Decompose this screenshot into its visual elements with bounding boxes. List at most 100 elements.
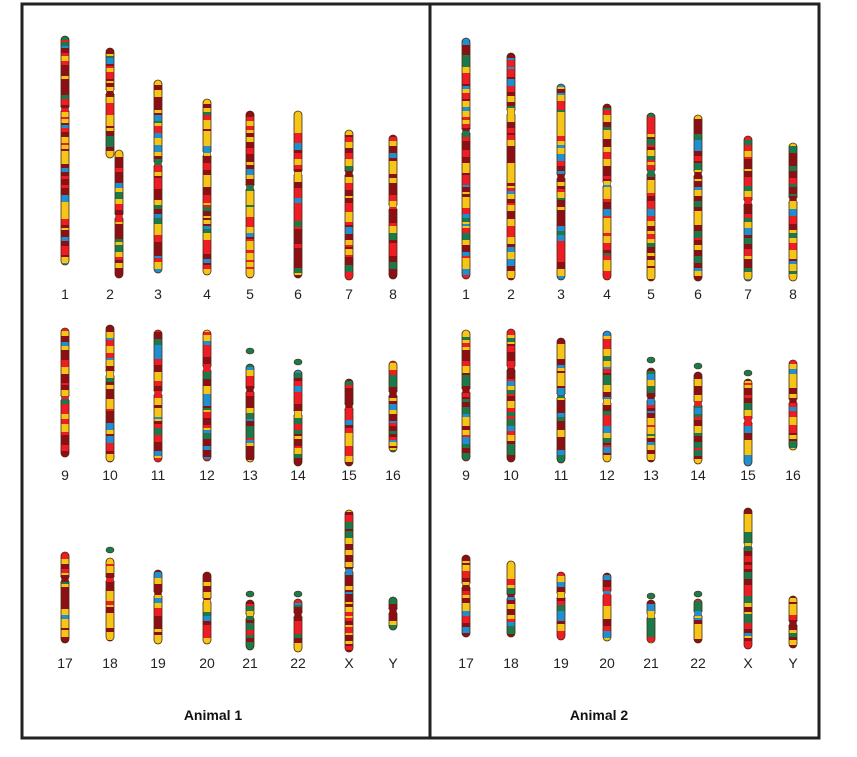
band-set <box>106 325 114 462</box>
chromosome-3 <box>153 79 163 274</box>
satellite <box>646 356 656 364</box>
centromere <box>461 387 471 394</box>
centromere <box>105 88 115 96</box>
centromere <box>293 409 303 417</box>
centromere <box>245 184 255 191</box>
centromere <box>693 170 703 177</box>
chromosome-20 <box>202 571 212 645</box>
chromosome-outline <box>646 367 656 463</box>
centromere <box>506 364 516 372</box>
centromere <box>743 199 753 206</box>
centromere <box>293 611 303 618</box>
chromosome-8 <box>788 142 798 282</box>
band-set <box>246 364 254 462</box>
centromere <box>788 397 798 405</box>
band-set <box>557 84 565 280</box>
band-set <box>744 379 752 466</box>
chromosome-13 <box>646 367 656 463</box>
chromosome-outline <box>693 371 703 465</box>
centromere <box>388 390 398 397</box>
band-set <box>603 104 611 280</box>
chromosome-label: 20 <box>199 655 215 671</box>
band-set <box>389 135 397 279</box>
chromosome-label: 14 <box>690 467 706 483</box>
centromere <box>153 389 163 397</box>
band-set <box>294 370 302 466</box>
chromosome-outline <box>506 328 516 463</box>
band-set <box>106 558 114 641</box>
chromosome-outline <box>693 114 703 282</box>
centromere <box>556 392 566 400</box>
chromosome-label: 21 <box>643 655 659 671</box>
chromosome-outline <box>245 599 255 651</box>
centromere <box>105 575 115 583</box>
chromosome-4 <box>202 98 212 276</box>
chromosome-label: 6 <box>294 286 302 302</box>
chromosome-outline <box>60 327 70 458</box>
chromosome-12 <box>202 329 212 462</box>
centromere <box>743 542 753 549</box>
chromosome-outline <box>693 598 703 644</box>
chromosome-outline <box>743 135 753 282</box>
band-set <box>154 80 162 273</box>
chromosome-Y <box>388 596 398 631</box>
chromosome-outline <box>293 598 303 653</box>
satellite <box>693 590 703 598</box>
chromosome-label: 12 <box>599 467 615 483</box>
chromosome-outline <box>60 551 70 644</box>
satellite <box>105 546 115 554</box>
chromosome-label: 15 <box>740 467 756 483</box>
chromosome-outline <box>602 572 612 642</box>
centromere <box>602 590 612 597</box>
centromere <box>602 397 612 405</box>
centromere <box>344 169 354 177</box>
centromere <box>202 150 212 157</box>
chromosome-label: X <box>344 655 354 671</box>
centromere <box>506 593 516 600</box>
chromosome-label: 16 <box>785 467 801 483</box>
chromosome-label: 21 <box>242 655 258 671</box>
chromosome-4 <box>602 103 612 281</box>
chromosome-layer <box>60 35 798 653</box>
band-set <box>294 111 302 278</box>
centromere <box>245 387 255 394</box>
chromosome-label: 9 <box>61 467 69 483</box>
centromere <box>60 576 70 583</box>
chromosome-1 <box>60 35 70 266</box>
chromosome-label: 7 <box>345 286 353 302</box>
chromosome-label: X <box>743 655 753 671</box>
band-set <box>507 329 515 462</box>
chromosome-label: 11 <box>554 467 569 483</box>
centromere <box>556 173 566 180</box>
chromosome-outline <box>461 554 471 638</box>
chromosome-label: 20 <box>599 655 615 671</box>
chromosome-16 <box>388 360 398 453</box>
centromere <box>788 619 798 627</box>
chromosome-10 <box>506 328 516 463</box>
band-set <box>246 600 254 650</box>
band-set <box>603 331 611 462</box>
band-set <box>462 330 470 461</box>
chromosome-label: 22 <box>290 655 306 671</box>
chromosome-outline <box>646 599 656 644</box>
band-set <box>203 99 211 275</box>
band-set <box>694 372 702 464</box>
band-set <box>154 330 162 462</box>
chromosome-2 <box>105 47 115 159</box>
chromosome-5 <box>646 112 656 282</box>
chromosome-outline <box>105 324 115 463</box>
chromosome-outline <box>743 507 753 650</box>
satellite <box>245 347 255 355</box>
band-set <box>345 379 353 466</box>
centromere <box>293 169 303 177</box>
band-set <box>115 150 123 278</box>
chromosome-19 <box>153 569 163 645</box>
chromosome-outline <box>245 110 255 279</box>
chromosome-label: 8 <box>389 286 397 302</box>
chromosome-label: 4 <box>603 286 611 302</box>
band-set <box>203 572 211 644</box>
chromosome-Y <box>788 595 798 649</box>
centromere <box>788 196 798 203</box>
chromosome-17 <box>461 554 471 638</box>
